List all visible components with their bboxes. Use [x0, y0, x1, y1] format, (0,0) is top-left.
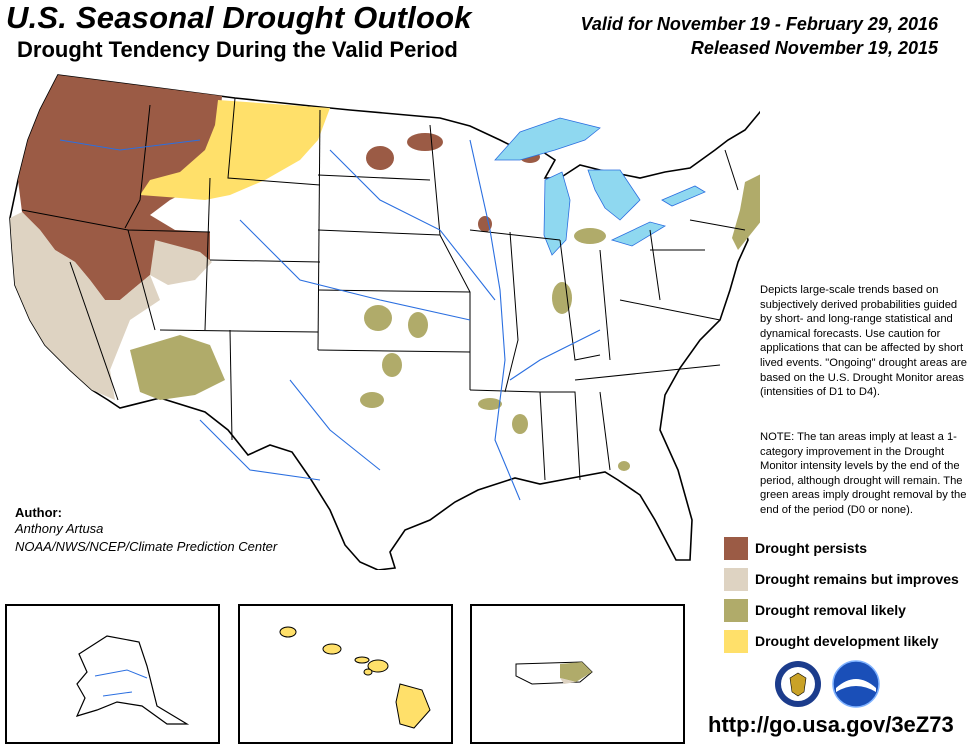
drought-removal-ms	[512, 414, 528, 434]
state-boundaries	[21, 97, 746, 481]
legend-label: Drought remains but improves	[755, 571, 959, 587]
drought-removal-ar	[478, 398, 502, 410]
map-subtitle: Drought Tendency During the Valid Period	[17, 37, 458, 62]
puerto-rico-map	[515, 661, 593, 685]
legend-label: Drought removal likely	[755, 602, 906, 618]
hawaii-inset	[238, 604, 453, 744]
drought-removal-ne	[732, 174, 760, 250]
drought-improves-nv	[150, 240, 212, 285]
dept-of-commerce-seal	[775, 661, 821, 707]
rivers	[59, 139, 601, 501]
legend-swatch	[724, 568, 748, 591]
drought-development-mt	[140, 100, 330, 200]
drought-persists-mn	[407, 133, 443, 151]
legend-swatch	[724, 537, 748, 560]
outlook-url[interactable]: http://go.usa.gov/3eZ73	[708, 712, 954, 737]
map-title: U.S. Seasonal Drought Outlook	[6, 0, 472, 35]
author-name: Anthony Artusa	[15, 521, 104, 536]
drought-removal-ks1	[364, 305, 392, 331]
drought-persists-west	[18, 75, 222, 300]
drought-removal-il	[552, 282, 572, 314]
release-date: Released November 19, 2015	[690, 38, 938, 58]
legend-swatch	[724, 599, 748, 622]
alaska-inset	[5, 604, 220, 744]
map-note: NOTE: The tan areas imply at least a 1-c…	[760, 431, 967, 516]
drought-removal-ks2	[408, 312, 428, 338]
drought-removal-az	[130, 335, 225, 400]
alaska-map	[75, 635, 190, 725]
legend-label: Drought persists	[755, 540, 868, 556]
lake-superior	[494, 117, 601, 161]
lake-huron	[587, 169, 641, 221]
legend-swatch	[724, 630, 748, 653]
lake-ontario	[661, 185, 706, 207]
drought-persists-wi	[478, 216, 492, 232]
drought-removal-ok	[382, 353, 402, 377]
drought-persists-nd	[366, 146, 394, 170]
legend-label: Drought development likely	[755, 633, 939, 649]
map-description: Depicts large-scale trends based on subj…	[760, 284, 967, 399]
lake-michigan	[543, 171, 571, 256]
noaa-logo	[832, 660, 880, 708]
valid-period: Valid for November 19 - February 29, 201…	[580, 14, 939, 34]
author-org: NOAA/NWS/NCEP/Climate Prediction Center	[15, 539, 278, 554]
hawaii-map	[279, 626, 431, 729]
drought-removal-mi	[574, 228, 606, 244]
lake-erie	[610, 221, 667, 247]
drought-removal-tx	[360, 392, 384, 408]
conus-map	[9, 74, 760, 570]
puerto-rico-inset	[470, 604, 685, 744]
author-heading: Author:	[15, 505, 62, 520]
drought-removal-ga	[618, 461, 630, 471]
